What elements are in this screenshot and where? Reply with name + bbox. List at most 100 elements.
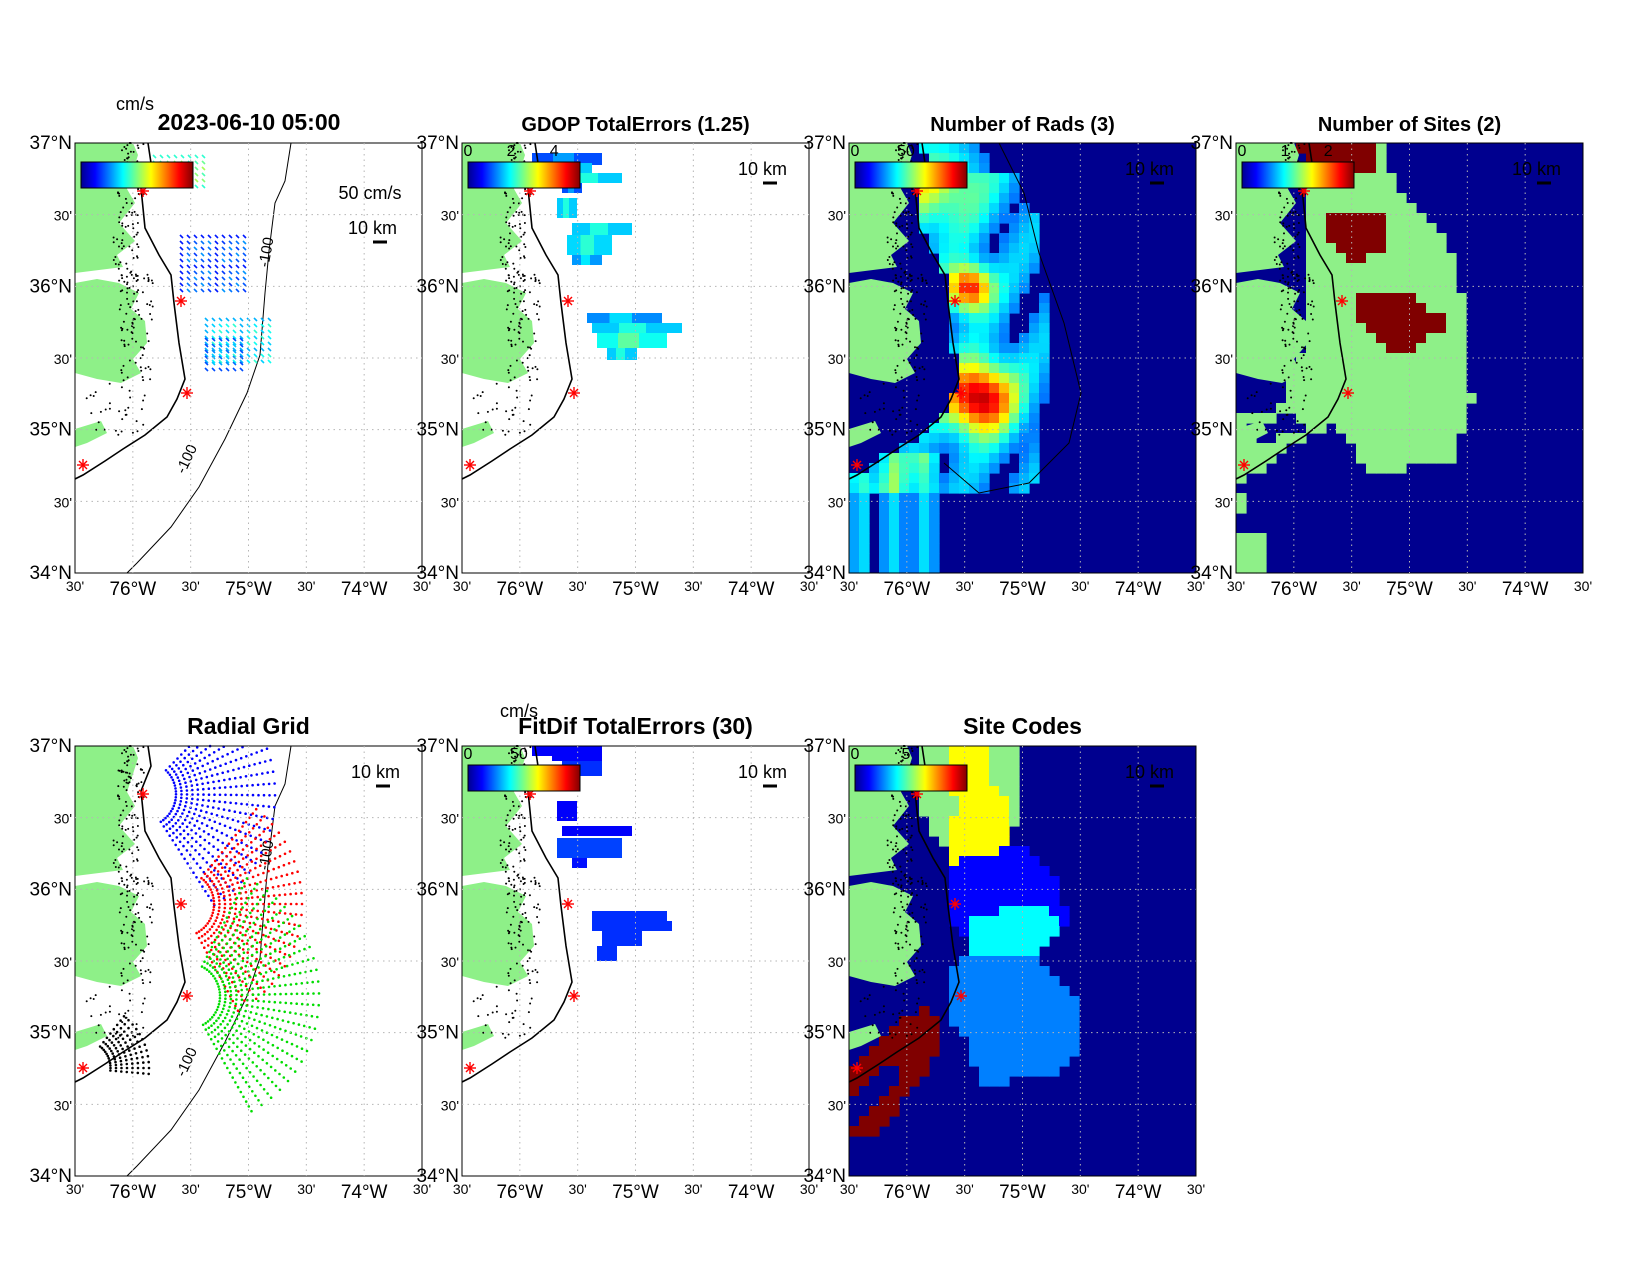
shoreline-dot xyxy=(505,824,508,827)
site-code-cell xyxy=(969,856,980,867)
shoreline-dot xyxy=(900,281,903,284)
radial-grid-point xyxy=(300,891,303,895)
radial-grid-point xyxy=(173,784,177,787)
shoreline-dot xyxy=(118,824,121,827)
site-code-cell xyxy=(999,796,1010,807)
shoreline-dot xyxy=(1282,149,1284,152)
shoreline-dot xyxy=(520,838,523,841)
sites-cell xyxy=(1376,293,1387,304)
radial-grid-point xyxy=(278,1088,282,1092)
radial-grid-point xyxy=(231,922,234,925)
shoreline-dot xyxy=(508,930,511,933)
rads-cell xyxy=(849,543,860,554)
shoreline-dot xyxy=(118,308,121,311)
radial-grid-point xyxy=(277,865,281,869)
radial-grid-point xyxy=(212,905,216,909)
sites-cell xyxy=(1356,413,1367,424)
radial-grid-point xyxy=(267,894,270,898)
rads-cell xyxy=(889,513,900,524)
sites-cell xyxy=(1376,453,1387,464)
site-code-cell xyxy=(1039,866,1050,877)
site-code-cell xyxy=(999,906,1010,917)
radial-grid-point xyxy=(240,998,244,1002)
current-vector xyxy=(221,270,226,275)
radial-grid-point xyxy=(289,983,293,986)
site-code-cell xyxy=(999,766,1010,777)
rads-cell xyxy=(999,403,1010,414)
sites-cell xyxy=(1336,333,1347,344)
radial-grid-point xyxy=(295,1057,299,1061)
shoreline-dot xyxy=(910,243,913,246)
shoreline-dot xyxy=(120,430,123,433)
shoreline-dot xyxy=(895,827,898,830)
lat-tick-label: 30' xyxy=(441,811,459,827)
shoreline-dot xyxy=(537,300,540,303)
rads-cell xyxy=(929,443,940,454)
radial-grid-point xyxy=(220,1057,224,1060)
radial-grid-point xyxy=(174,812,178,816)
shoreline-dot xyxy=(538,282,541,285)
shoreline-dot xyxy=(534,365,537,368)
site-marker-stroke xyxy=(176,899,186,909)
radial-grid-point xyxy=(244,1100,248,1103)
sites-cell xyxy=(1406,433,1417,444)
current-vector xyxy=(187,154,192,159)
sites-cell xyxy=(1396,233,1407,244)
shoreline-dot xyxy=(118,797,121,800)
shoreline-dot xyxy=(886,839,889,842)
radial-grid-point xyxy=(229,859,232,862)
lon-tick-label: 30' xyxy=(684,1181,702,1197)
rads-cell xyxy=(1009,413,1020,424)
radial-grid-point xyxy=(213,1028,217,1032)
site-marker-stroke xyxy=(956,991,966,1001)
current-vector xyxy=(200,282,205,287)
radial-grid-point xyxy=(210,1016,214,1019)
sites-cell xyxy=(1366,463,1377,474)
radial-grid-point xyxy=(264,841,267,844)
site-code-cell xyxy=(1009,1066,1020,1077)
shoreline-dot xyxy=(892,882,895,885)
radial-grid-point xyxy=(210,934,213,938)
shoreline-dot xyxy=(1273,259,1276,261)
radial-grid-point xyxy=(209,948,213,952)
shoreline-dot xyxy=(895,149,897,152)
sites-cell xyxy=(1406,413,1417,424)
sites-cell xyxy=(1426,423,1437,434)
shoreline-dot xyxy=(85,1000,88,1003)
current-vector xyxy=(267,341,272,346)
radial-grid-point xyxy=(298,881,302,884)
shoreline-dot xyxy=(127,946,130,949)
site-code-cell xyxy=(979,1046,990,1057)
radial-grid-point xyxy=(294,1012,297,1015)
sites-cell xyxy=(1386,293,1397,304)
radial-grid-point xyxy=(238,811,242,814)
shoreline-dot xyxy=(900,157,903,160)
radial-grid-point xyxy=(210,925,214,928)
radial-grid-point xyxy=(241,959,245,963)
sites-cell xyxy=(1336,423,1347,434)
shoreline-dot xyxy=(864,412,867,415)
site-code-cell xyxy=(969,956,980,967)
radial-grid-point xyxy=(219,764,222,767)
rads-cell xyxy=(1019,363,1030,374)
radial-grid-point xyxy=(221,1019,225,1023)
shoreline-dot xyxy=(137,147,140,149)
land-south xyxy=(462,882,534,986)
shoreline-dot xyxy=(898,828,901,831)
site-code-cell xyxy=(979,796,990,807)
radial-grid-point xyxy=(277,976,280,979)
sites-cell xyxy=(1246,453,1257,464)
current-vector xyxy=(207,246,212,251)
radial-grid-point xyxy=(233,776,237,780)
radial-grid-point xyxy=(191,749,195,753)
radial-grid-point xyxy=(207,787,211,790)
shoreline-dot xyxy=(108,402,111,405)
site-marker-stroke xyxy=(950,296,960,306)
shoreline-dot xyxy=(1285,197,1288,200)
radial-grid-point xyxy=(301,960,305,963)
rads-cell xyxy=(939,473,950,484)
site-marker xyxy=(949,295,961,307)
shoreline-dot xyxy=(131,431,134,434)
sites-cell xyxy=(1426,233,1437,244)
radial-grid-point xyxy=(217,909,221,913)
